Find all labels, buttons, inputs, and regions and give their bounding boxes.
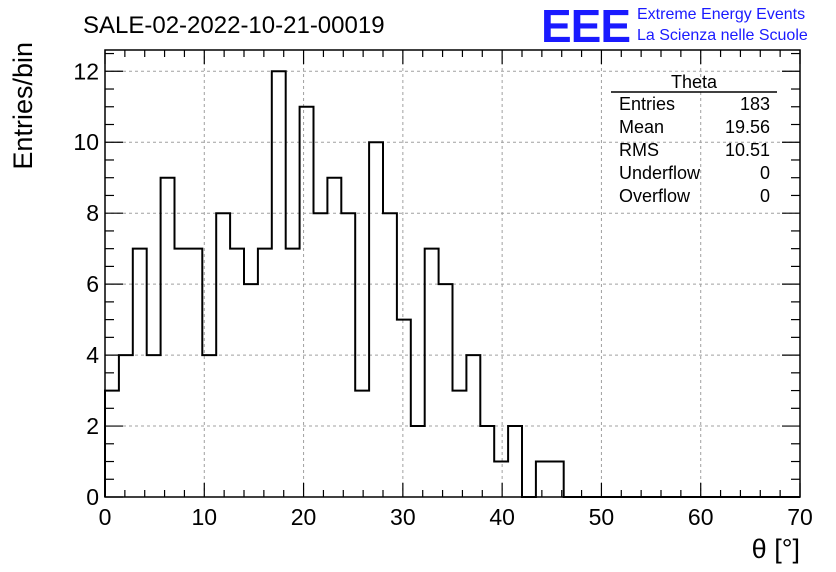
eee-branding: EEE Extreme Energy Events La Scienza nel…	[541, 0, 808, 52]
x-tick-labels: 0 10 20 30 40 50 60 70	[99, 504, 813, 530]
histogram-bin	[494, 462, 508, 497]
histogram-bin	[397, 320, 411, 497]
chart-title: SALE-02-2022-10-21-00019	[83, 12, 385, 39]
stats-value: 19.56	[725, 117, 770, 137]
histogram-bin	[466, 355, 480, 497]
eee-logo: EEE	[541, 0, 630, 52]
grid-lines	[105, 50, 800, 497]
stats-value: 10.51	[725, 140, 770, 160]
axis-ticks	[104, 50, 801, 498]
y-tick-labels: 0 2 4 6 8 10 12	[73, 58, 99, 510]
stats-value: 0	[760, 186, 770, 206]
histogram-bin	[188, 249, 202, 497]
x-tick-label: 50	[589, 504, 615, 530]
histogram-bin	[216, 213, 230, 497]
plot-frame	[104, 49, 801, 498]
x-tick-label: 60	[688, 504, 714, 530]
x-tick-label: 20	[291, 504, 317, 530]
histogram-bin	[341, 213, 355, 497]
histogram-bin	[453, 391, 467, 497]
histogram-bin	[202, 355, 216, 497]
stats-label: Underflow	[619, 163, 701, 183]
y-axis-label: Entries/bin	[8, 42, 38, 170]
x-tick-label: 0	[99, 504, 112, 530]
histogram-bin	[327, 178, 341, 497]
y-tick-label: 4	[86, 342, 99, 368]
stats-label: Entries	[619, 94, 675, 114]
histogram-bin	[369, 142, 383, 497]
x-tick-label: 40	[489, 504, 515, 530]
x-axis-label: θ [°]	[752, 534, 800, 564]
histogram-bin	[244, 284, 258, 497]
histogram-bin	[175, 249, 189, 497]
histogram-bin	[411, 426, 425, 497]
histogram-bin	[439, 284, 453, 497]
histogram-bin	[425, 249, 439, 497]
y-tick-label: 0	[86, 484, 99, 510]
histogram-bin	[272, 71, 286, 497]
stats-value: 0	[760, 163, 770, 183]
y-tick-label: 12	[73, 58, 99, 84]
stats-label: RMS	[619, 140, 659, 160]
histogram-bin	[286, 249, 300, 497]
histogram-bin	[161, 178, 175, 497]
histogram-bin	[230, 249, 244, 497]
x-tick-label: 30	[390, 504, 416, 530]
histogram-bin	[300, 107, 314, 497]
y-tick-label: 6	[86, 271, 99, 297]
histogram-bin	[133, 249, 147, 497]
branding-line-1: Extreme Energy Events	[637, 6, 805, 23]
x-tick-label: 10	[191, 504, 217, 530]
x-tick-label: 70	[787, 504, 813, 530]
histogram-bin	[508, 426, 522, 497]
stats-label: Mean	[619, 117, 664, 137]
histogram-bin	[258, 249, 272, 497]
y-tick-label: 10	[73, 129, 99, 155]
histogram-bin	[314, 213, 328, 497]
branding-line-2: La Scienza nelle Scuole	[637, 27, 808, 44]
y-tick-label: 2	[86, 413, 99, 439]
histogram-bin	[480, 426, 494, 497]
histogram-bin	[355, 391, 369, 497]
stats-label: Overflow	[619, 186, 691, 206]
stats-value: 183	[740, 94, 770, 114]
histogram-bin	[536, 462, 550, 497]
y-tick-label: 8	[86, 200, 99, 226]
stats-title: Theta	[671, 72, 718, 92]
histogram-bin	[383, 213, 397, 497]
histogram-bin	[147, 355, 161, 497]
